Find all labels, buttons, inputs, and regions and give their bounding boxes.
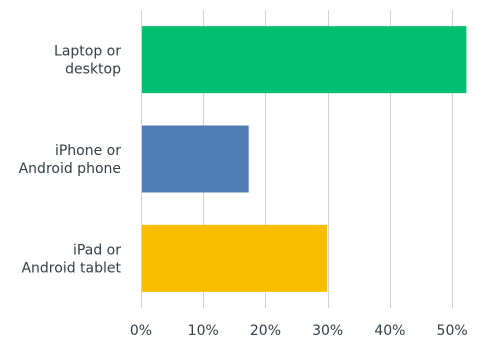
x-tick-label-20: 20%: [250, 323, 281, 339]
x-tick-label-0: 0%: [130, 323, 152, 339]
category-label-line: desktop: [65, 62, 121, 78]
x-tick-label-40: 40%: [374, 323, 405, 339]
category-label-2: iPhone or Android phone: [19, 143, 122, 177]
bars: [142, 26, 467, 292]
category-label-1: Laptop or desktop: [54, 44, 121, 78]
category-label-line: Android tablet: [21, 260, 121, 276]
x-tick-label-30: 30%: [312, 323, 343, 339]
category-label-line: Android phone: [19, 161, 121, 177]
x-tick-label-50: 50%: [437, 323, 468, 339]
bar-3: [142, 224, 328, 292]
category-label-line: iPad or: [73, 242, 121, 258]
category-label-line: iPhone or: [55, 143, 121, 159]
x-tick-label-10: 10%: [188, 323, 219, 339]
category-label-line: Laptop or: [54, 44, 121, 60]
category-label-3: iPad or Android tablet: [21, 242, 121, 276]
bar-1: [142, 26, 467, 94]
bar-2: [142, 125, 249, 193]
